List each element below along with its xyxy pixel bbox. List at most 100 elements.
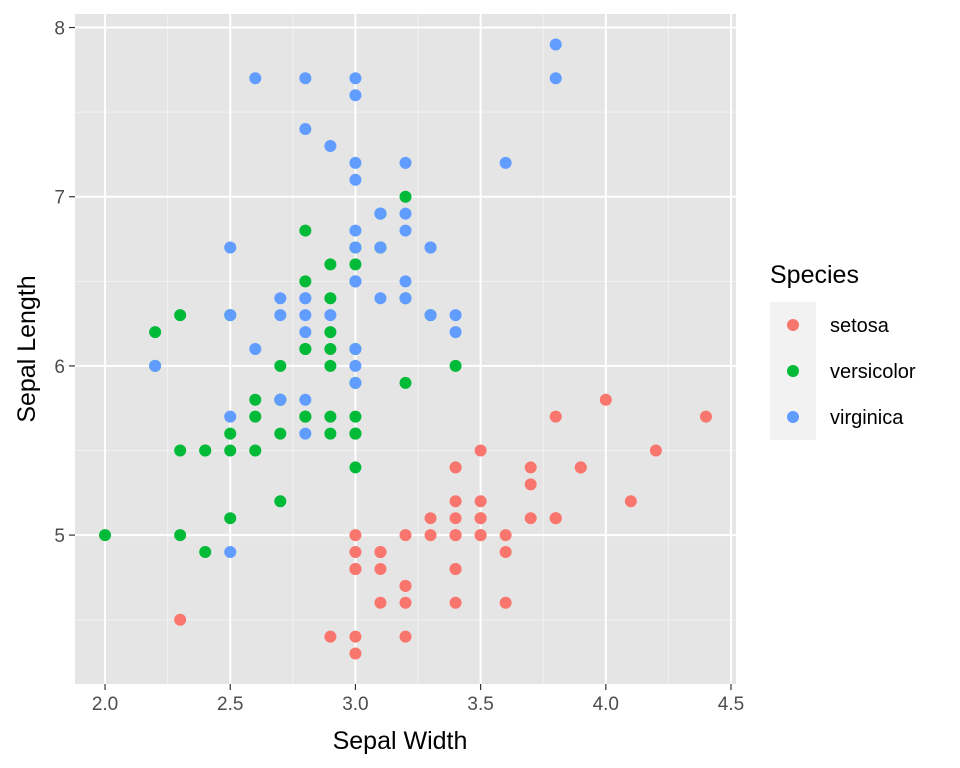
point-versicolor [349,258,362,271]
x-axis-title: Sepal Width [333,727,468,755]
y-tick-label: 5 [54,526,65,547]
point-versicolor [224,427,237,440]
point-setosa [174,613,187,626]
point-setosa [524,478,537,491]
point-setosa [324,630,337,643]
point-versicolor [274,359,287,372]
point-setosa [399,579,412,592]
point-setosa [499,546,512,559]
point-setosa [549,512,562,525]
point-setosa [499,529,512,542]
point-setosa [449,461,462,474]
point-setosa [449,495,462,508]
point-virginica [274,292,287,305]
point-versicolor [299,275,312,288]
point-virginica [349,241,362,254]
legend-label-virginica: virginica [830,407,904,429]
point-setosa [499,596,512,609]
point-versicolor [449,359,462,372]
point-virginica [374,207,387,220]
point-virginica [299,123,312,136]
point-setosa [599,393,612,406]
y-tick-label: 6 [54,357,65,378]
point-virginica [349,343,362,355]
point-versicolor [199,546,212,559]
point-virginica [324,309,337,322]
y-tick-label: 8 [54,19,65,40]
point-virginica [299,326,312,339]
point-virginica [224,309,237,322]
y-axis-title: Sepal Length [13,275,41,422]
point-virginica [349,275,362,288]
point-versicolor [149,326,162,339]
point-virginica [299,427,312,440]
point-versicolor [224,512,237,525]
point-virginica [399,275,412,288]
point-setosa [699,410,712,423]
point-versicolor [324,326,337,339]
point-setosa [424,529,437,542]
point-versicolor [249,393,262,406]
point-virginica [399,156,412,169]
point-setosa [399,630,412,643]
point-setosa [524,461,537,474]
legend-items: setosa versicolor virginica [770,302,916,440]
point-setosa [474,495,487,508]
point-setosa [649,444,662,457]
point-versicolor [174,444,187,457]
point-virginica [349,376,362,389]
x-axis-ticks: 2.0 2.5 3.0 3.5 4.0 4.5 [92,684,744,715]
y-tick-label: 7 [54,188,65,209]
point-versicolor [224,444,237,457]
point-setosa [624,495,637,508]
point-virginica [349,72,362,85]
y-axis-ticks: 5 6 7 8 [54,19,75,547]
point-setosa [374,546,387,559]
point-virginica [249,72,262,85]
point-setosa [549,410,562,423]
point-virginica [349,156,362,169]
point-setosa [474,529,487,542]
point-virginica [424,241,437,254]
point-versicolor [324,427,337,440]
point-virginica [299,292,312,305]
point-versicolor [399,190,412,203]
point-virginica [449,309,462,322]
point-setosa [349,529,362,542]
point-virginica [274,393,287,406]
data-points [99,38,712,660]
point-virginica [224,546,237,559]
point-setosa [449,529,462,542]
x-tick-label: 3.0 [342,694,368,715]
point-virginica [374,292,387,305]
legend-key-versicolor [787,365,799,377]
point-virginica [399,207,412,220]
point-virginica [349,89,362,102]
point-virginica [274,309,287,322]
point-versicolor [349,461,362,474]
point-versicolor [349,427,362,440]
point-virginica [299,72,312,85]
point-versicolor [99,529,112,542]
point-versicolor [399,376,412,389]
point-setosa [449,512,462,525]
point-versicolor [299,224,312,237]
point-virginica [549,38,562,51]
x-tick-label: 4.5 [718,694,744,715]
x-tick-label: 2.0 [92,694,118,715]
point-setosa [399,529,412,542]
plot-panel [75,14,736,684]
point-versicolor [324,258,337,271]
point-setosa [474,512,487,525]
point-setosa [349,562,362,575]
point-setosa [449,596,462,609]
legend: Species setosa versicolor virginica [770,261,916,440]
point-versicolor [324,343,337,355]
point-virginica [399,292,412,305]
point-virginica [374,241,387,254]
point-virginica [349,224,362,237]
point-versicolor [324,410,337,423]
point-setosa [374,562,387,575]
point-virginica [299,393,312,406]
